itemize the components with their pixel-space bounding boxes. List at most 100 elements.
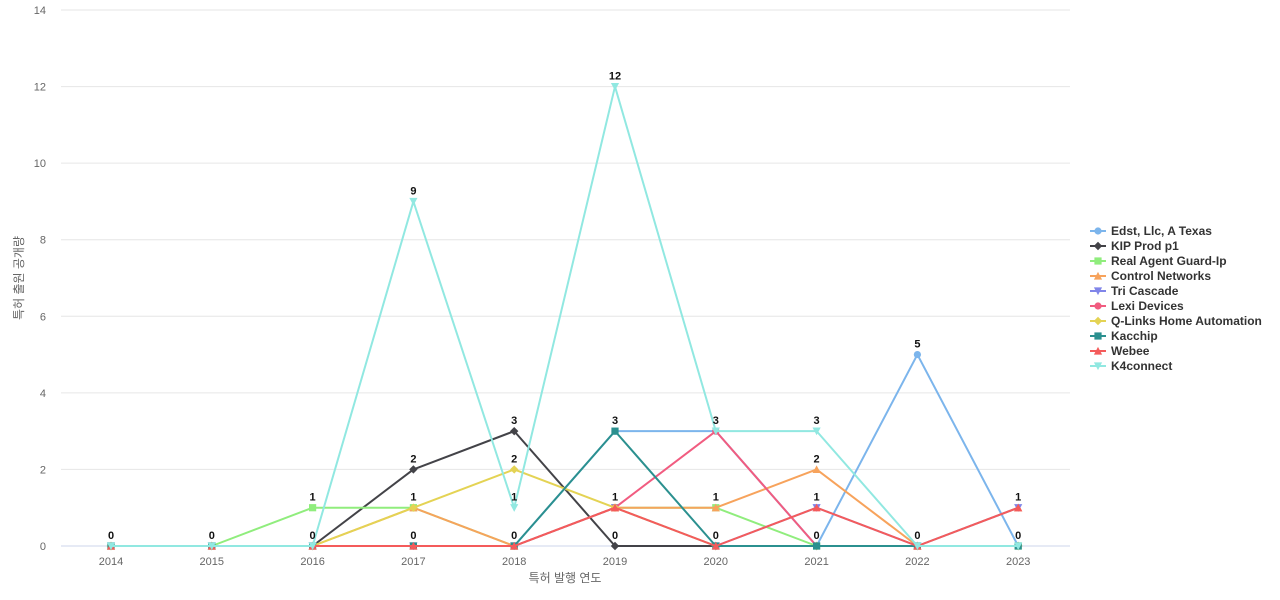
data-label: 1 xyxy=(410,492,416,504)
x-tick-label: 2014 xyxy=(99,556,123,568)
data-label: 1 xyxy=(1015,492,1021,504)
series-lines xyxy=(106,82,1023,551)
data-point xyxy=(813,542,821,550)
data-point xyxy=(812,465,821,474)
y-tick-label: 2 xyxy=(40,464,46,476)
data-point xyxy=(106,542,116,551)
data-label: 3 xyxy=(814,415,820,427)
data-label: 0 xyxy=(713,530,719,542)
legend-item[interactable]: K4connect xyxy=(1090,359,1172,373)
data-point xyxy=(1014,542,1023,551)
data-point xyxy=(610,82,620,91)
data-point xyxy=(711,503,720,512)
legend-item[interactable]: Q-Links Home Automation xyxy=(1090,314,1262,328)
legend-label: Webee xyxy=(1111,344,1150,358)
grid-lines xyxy=(61,9,1070,547)
legend-label: Edst, Llc, A Texas xyxy=(1111,224,1212,238)
x-axis-ticks: 2014 2015 2016 2017 2018 2019 2020 2021 2022 2023 xyxy=(99,556,1031,568)
data-point xyxy=(711,427,720,436)
y-tick-label: 10 xyxy=(34,158,46,170)
data-point xyxy=(409,197,418,206)
legend-label: Q-Links Home Automation xyxy=(1111,314,1262,328)
series-10 xyxy=(106,82,1023,551)
data-point xyxy=(913,542,922,551)
x-tick-label: 2021 xyxy=(804,556,828,568)
y-tick-label: 14 xyxy=(34,5,46,17)
x-tick-label: 2015 xyxy=(200,556,224,568)
data-point xyxy=(611,427,619,435)
data-label: 2 xyxy=(410,453,416,465)
data-point xyxy=(812,503,821,512)
data-point xyxy=(510,465,519,474)
legend-item[interactable]: Real Agent Guard-Ip xyxy=(1090,254,1227,268)
data-point xyxy=(913,350,922,359)
y-tick-label: 0 xyxy=(40,541,46,553)
series-line xyxy=(111,85,1019,547)
legend-item[interactable]: Kacchip xyxy=(1090,329,1158,343)
legend-marker xyxy=(1093,362,1103,371)
data-label: 1 xyxy=(310,492,316,504)
data-label: 3 xyxy=(612,415,618,427)
series-1 xyxy=(107,350,1022,550)
y-axis-ticks: 0 2 4 6 8 10 12 14 xyxy=(34,5,46,553)
x-tick-label: 2020 xyxy=(704,556,728,568)
series-line xyxy=(111,353,1020,547)
data-label: 0 xyxy=(310,530,316,542)
data-label: 1 xyxy=(511,492,517,504)
legend-item[interactable]: Tri Cascade xyxy=(1090,284,1179,298)
legend-marker xyxy=(1093,346,1103,355)
series-line xyxy=(111,506,1019,547)
y-tick-label: 8 xyxy=(40,235,46,247)
data-label: 9 xyxy=(410,185,416,197)
x-tick-label: 2022 xyxy=(905,556,929,568)
data-label: 0 xyxy=(108,530,114,542)
legend-label: KIP Prod p1 xyxy=(1111,239,1179,253)
data-label: 2 xyxy=(511,453,517,465)
data-point xyxy=(711,541,720,550)
data-label: 1 xyxy=(612,492,618,504)
legend-label: K4connect xyxy=(1111,359,1172,373)
y-tick-label: 12 xyxy=(34,82,46,94)
legend-marker xyxy=(1093,316,1103,326)
data-point xyxy=(409,503,418,512)
data-label: 1 xyxy=(713,492,719,504)
legend-marker xyxy=(1094,227,1102,235)
data-point xyxy=(610,541,620,551)
data-point xyxy=(409,541,418,550)
data-label: 0 xyxy=(1015,530,1021,542)
data-label: 3 xyxy=(511,415,517,427)
x-axis-title: 특허 발행 연도 xyxy=(529,570,602,585)
legend-label: Kacchip xyxy=(1111,329,1158,343)
data-label: 0 xyxy=(511,530,517,542)
legend-item[interactable]: Edst, Llc, A Texas xyxy=(1090,224,1212,238)
data-point xyxy=(409,465,418,474)
data-label: 0 xyxy=(612,530,618,542)
legend-item[interactable]: Lexi Devices xyxy=(1090,299,1184,313)
legend-marker xyxy=(1094,302,1102,310)
legend-item[interactable]: KIP Prod p1 xyxy=(1090,239,1179,253)
series-line xyxy=(111,468,1019,547)
data-label: 1 xyxy=(814,492,820,504)
y-tick-label: 4 xyxy=(40,388,46,400)
legend-marker xyxy=(1093,287,1103,296)
data-point xyxy=(510,426,519,436)
data-point xyxy=(207,542,216,551)
legend-item[interactable]: Control Networks xyxy=(1090,269,1211,283)
legend-marker xyxy=(1093,271,1103,280)
legend-marker xyxy=(1093,241,1103,251)
data-point xyxy=(1014,503,1023,512)
data-label: 5 xyxy=(914,339,920,351)
legend-item[interactable]: Webee xyxy=(1090,344,1150,358)
data-label: 3 xyxy=(713,415,719,427)
series-line xyxy=(111,468,1019,547)
series-8 xyxy=(107,427,1022,550)
data-label: 2 xyxy=(814,453,820,465)
x-tick-label: 2023 xyxy=(1006,556,1030,568)
legend-marker xyxy=(1094,257,1102,265)
x-tick-label: 2017 xyxy=(401,556,425,568)
legend-label: Control Networks xyxy=(1111,269,1211,283)
data-point xyxy=(308,542,317,551)
